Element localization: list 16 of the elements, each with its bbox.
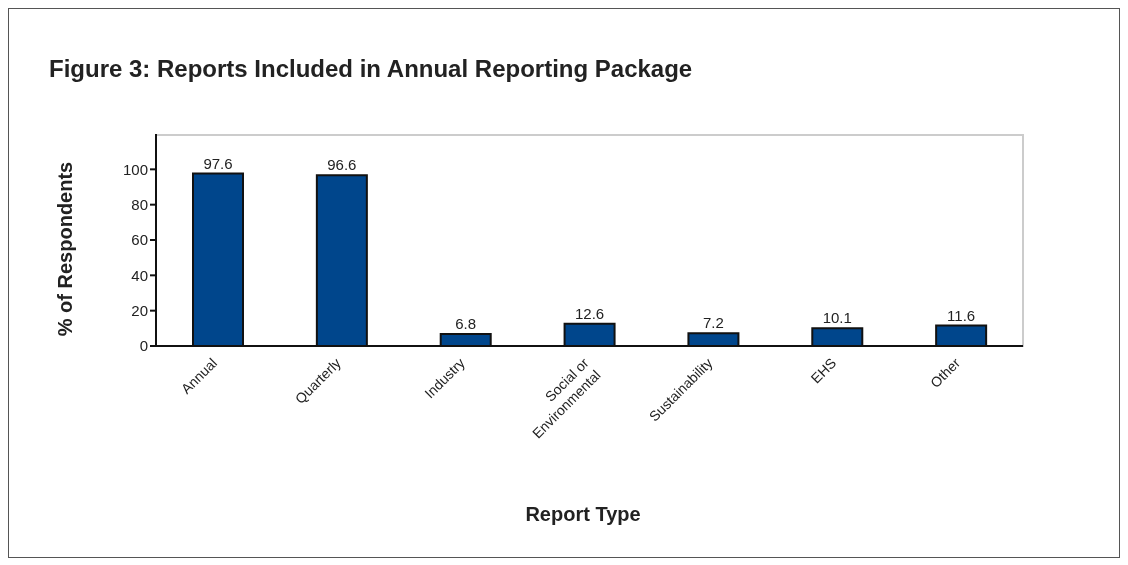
y-tick-label: 40 xyxy=(131,266,148,284)
y-axis-title: % of Respondents xyxy=(53,161,77,337)
data-label: 11.6 xyxy=(947,306,976,324)
y-tick-label: 0 xyxy=(139,337,148,355)
y-tick-label: 60 xyxy=(131,231,148,249)
data-label: 7.2 xyxy=(703,314,724,332)
chart-title: Figure 3: Reports Included in Annual Reporting Package xyxy=(49,55,693,83)
y-tick-label: 100 xyxy=(122,160,148,178)
data-label: 6.8 xyxy=(455,314,477,332)
data-label: 12.6 xyxy=(574,304,605,322)
x-axis-title: Report Type xyxy=(525,503,641,526)
data-label: 97.6 xyxy=(203,154,233,172)
y-tick-label: 20 xyxy=(131,301,148,319)
y-tick-label: 80 xyxy=(131,195,148,213)
data-label: 96.6 xyxy=(327,156,357,174)
data-label: 10.1 xyxy=(822,309,852,327)
